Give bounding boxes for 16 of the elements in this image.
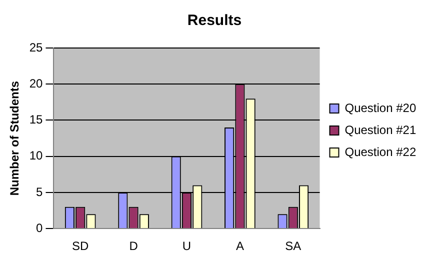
legend-label: Question #21: [344, 122, 416, 137]
x-tick-label: SD: [72, 239, 90, 254]
y-tick-label: 15: [29, 112, 44, 127]
y-tick-label: 5: [36, 184, 44, 199]
x-tick-label: A: [236, 239, 244, 254]
chart-title: Results: [187, 12, 242, 30]
y-tick-label: 25: [29, 40, 44, 54]
x-tick-label: SA: [285, 239, 302, 254]
legend-label: Question #20: [344, 100, 416, 115]
legend-label: Question #22: [344, 144, 416, 159]
x-tick-label: D: [129, 239, 138, 254]
x-tick-label: U: [182, 239, 192, 254]
y-tick-label: 20: [29, 76, 44, 90]
y-tick-label: 0: [36, 220, 44, 235]
y-tick-label: 10: [29, 148, 44, 163]
y-axis-title: Number of Students: [8, 80, 22, 196]
